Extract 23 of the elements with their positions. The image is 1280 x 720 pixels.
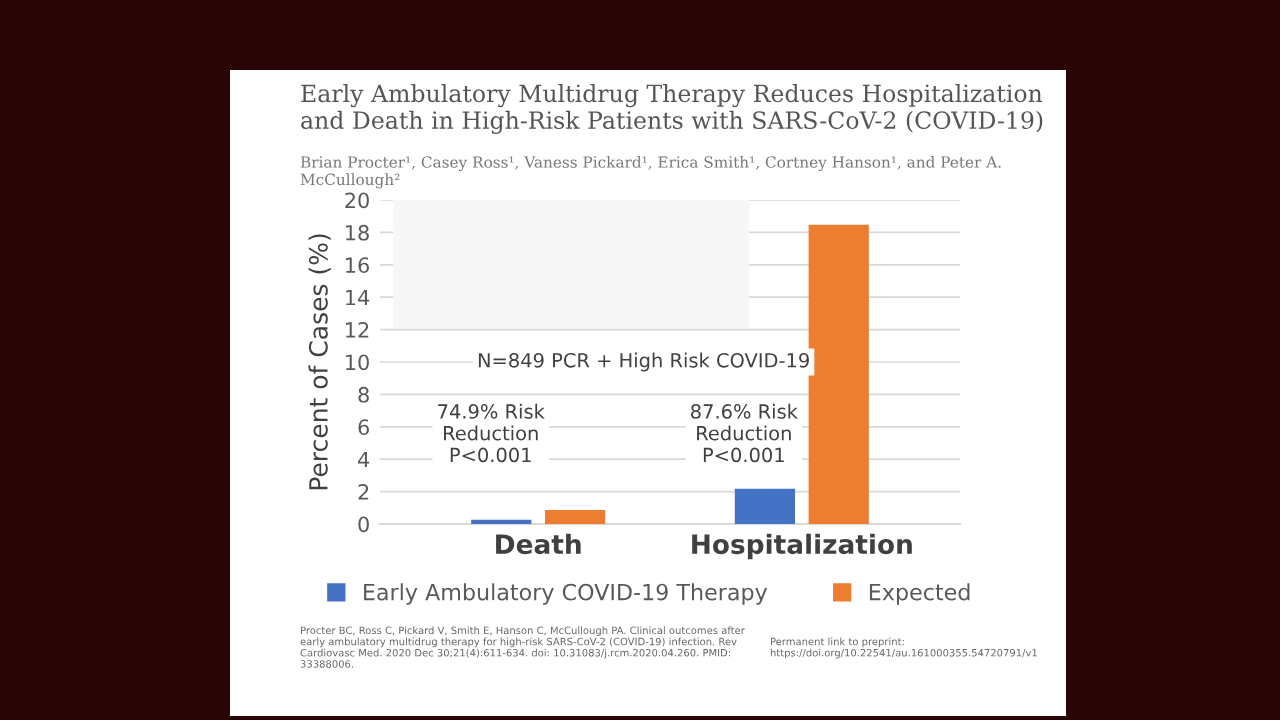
y-tick-label: 18 [346,224,369,241]
annotation: 74.9% Risk Reduction P<0.001 [438,403,545,463]
x-tick-label: Hospitalization [692,533,912,560]
legend-label: Expected [869,583,970,605]
y-axis-title: Percent of Cases (%) [308,234,331,490]
y-tick-label: 6 [358,419,369,436]
legend-label: Early Ambulatory COVID-19 Therapy [364,583,768,605]
bar [734,488,796,524]
bar [544,509,606,524]
y-tick-label: 2 [358,484,369,500]
y-tick-label: 8 [358,386,369,403]
y-tick-label: 20 [345,192,369,209]
annotation: N=849 PCR + High Risk COVID-19 [478,352,809,372]
y-tick-label: 4 [358,451,370,468]
y-tick-label: 0 [358,516,369,533]
y-tick-label: 16 [346,257,369,274]
y-tick-label: 12 [346,322,369,338]
bar [808,224,869,524]
y-tick-label: 10 [346,354,369,371]
annotation: 87.6% Risk Reduction P<0.001 [691,403,798,463]
chart-title: Early Ambulatory Multidrug Therapy Reduces Hospitalization and Death in High-Risk Patients with SARS-CoV-2 (COVID-19) [301,84,1043,134]
x-tick-label: Death [496,533,581,555]
y-tick-label: 14 [346,289,370,306]
